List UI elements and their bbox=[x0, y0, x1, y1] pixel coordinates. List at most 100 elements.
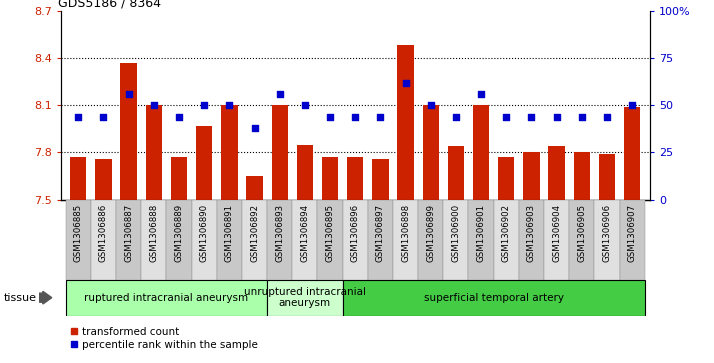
Text: tissue: tissue bbox=[4, 293, 36, 303]
Text: GSM1306890: GSM1306890 bbox=[200, 204, 208, 262]
Bar bbox=[368, 200, 393, 280]
Text: GSM1306885: GSM1306885 bbox=[74, 204, 83, 262]
Bar bbox=[624, 107, 640, 200]
Bar bbox=[318, 200, 343, 280]
Point bbox=[198, 102, 210, 108]
Bar bbox=[121, 63, 137, 200]
Text: GDS5186 / 8364: GDS5186 / 8364 bbox=[58, 0, 161, 10]
Text: GSM1306891: GSM1306891 bbox=[225, 204, 234, 262]
Bar bbox=[171, 157, 187, 200]
Text: GSM1306889: GSM1306889 bbox=[174, 204, 183, 262]
Bar bbox=[343, 280, 645, 316]
Bar bbox=[599, 154, 615, 200]
Point bbox=[626, 102, 638, 108]
Bar bbox=[620, 200, 645, 280]
Point bbox=[148, 102, 159, 108]
Bar bbox=[70, 157, 86, 200]
Bar bbox=[493, 200, 519, 280]
Bar bbox=[398, 45, 413, 200]
Bar bbox=[66, 200, 91, 280]
Text: GSM1306886: GSM1306886 bbox=[99, 204, 108, 262]
Point bbox=[73, 114, 84, 119]
Bar bbox=[116, 200, 141, 280]
Point bbox=[299, 102, 311, 108]
Bar bbox=[544, 200, 569, 280]
Bar bbox=[418, 200, 443, 280]
Text: superficial temporal artery: superficial temporal artery bbox=[423, 293, 563, 303]
Point bbox=[375, 114, 386, 119]
Point bbox=[223, 102, 235, 108]
Bar bbox=[498, 157, 514, 200]
FancyArrow shape bbox=[39, 291, 51, 304]
Text: GSM1306905: GSM1306905 bbox=[578, 204, 586, 262]
Text: GSM1306896: GSM1306896 bbox=[351, 204, 360, 262]
Bar bbox=[569, 200, 594, 280]
Bar bbox=[548, 146, 565, 200]
Text: ruptured intracranial aneurysm: ruptured intracranial aneurysm bbox=[84, 293, 248, 303]
Point bbox=[349, 114, 361, 119]
Point bbox=[601, 114, 613, 119]
Text: GSM1306898: GSM1306898 bbox=[401, 204, 410, 262]
Bar bbox=[191, 200, 217, 280]
Bar bbox=[393, 200, 418, 280]
Bar bbox=[267, 200, 292, 280]
Bar bbox=[468, 200, 493, 280]
Bar bbox=[594, 200, 620, 280]
Text: GSM1306897: GSM1306897 bbox=[376, 204, 385, 262]
Text: GSM1306906: GSM1306906 bbox=[603, 204, 611, 262]
Bar bbox=[66, 280, 267, 316]
Bar bbox=[271, 105, 288, 200]
Point bbox=[174, 114, 185, 119]
Bar bbox=[322, 157, 338, 200]
Bar bbox=[95, 159, 111, 200]
Bar bbox=[217, 200, 242, 280]
Bar bbox=[423, 105, 439, 200]
Point bbox=[274, 91, 286, 97]
Bar bbox=[443, 200, 468, 280]
Bar bbox=[166, 200, 191, 280]
Text: GSM1306895: GSM1306895 bbox=[326, 204, 335, 262]
Bar bbox=[91, 200, 116, 280]
Bar bbox=[347, 157, 363, 200]
Point bbox=[324, 114, 336, 119]
Point bbox=[400, 80, 411, 86]
Bar bbox=[523, 152, 540, 200]
Bar bbox=[473, 105, 489, 200]
Bar bbox=[146, 105, 162, 200]
Text: unruptured intracranial
aneurysm: unruptured intracranial aneurysm bbox=[244, 287, 366, 309]
Point bbox=[248, 125, 260, 131]
Text: GSM1306892: GSM1306892 bbox=[250, 204, 259, 262]
Point bbox=[98, 114, 109, 119]
Text: GSM1306893: GSM1306893 bbox=[275, 204, 284, 262]
Text: GSM1306900: GSM1306900 bbox=[451, 204, 461, 262]
Text: GSM1306888: GSM1306888 bbox=[149, 204, 159, 262]
Legend: transformed count, percentile rank within the sample: transformed count, percentile rank withi… bbox=[66, 323, 261, 354]
Point bbox=[576, 114, 588, 119]
Bar bbox=[246, 176, 263, 200]
Point bbox=[451, 114, 462, 119]
Text: GSM1306899: GSM1306899 bbox=[426, 204, 436, 262]
Bar bbox=[343, 200, 368, 280]
Text: GSM1306904: GSM1306904 bbox=[552, 204, 561, 262]
Bar bbox=[221, 105, 238, 200]
Text: GSM1306907: GSM1306907 bbox=[628, 204, 637, 262]
Bar bbox=[448, 146, 464, 200]
Point bbox=[526, 114, 537, 119]
Bar bbox=[242, 200, 267, 280]
Bar bbox=[573, 152, 590, 200]
Bar bbox=[196, 126, 212, 200]
Text: GSM1306903: GSM1306903 bbox=[527, 204, 536, 262]
Text: GSM1306902: GSM1306902 bbox=[502, 204, 511, 262]
Point bbox=[476, 91, 487, 97]
Bar bbox=[519, 200, 544, 280]
Point bbox=[551, 114, 563, 119]
Point bbox=[123, 91, 134, 97]
Point bbox=[425, 102, 436, 108]
Bar bbox=[372, 159, 388, 200]
Text: GSM1306901: GSM1306901 bbox=[476, 204, 486, 262]
Bar bbox=[297, 144, 313, 200]
Text: GSM1306894: GSM1306894 bbox=[301, 204, 309, 262]
Bar bbox=[292, 200, 318, 280]
Point bbox=[501, 114, 512, 119]
Bar bbox=[267, 280, 343, 316]
